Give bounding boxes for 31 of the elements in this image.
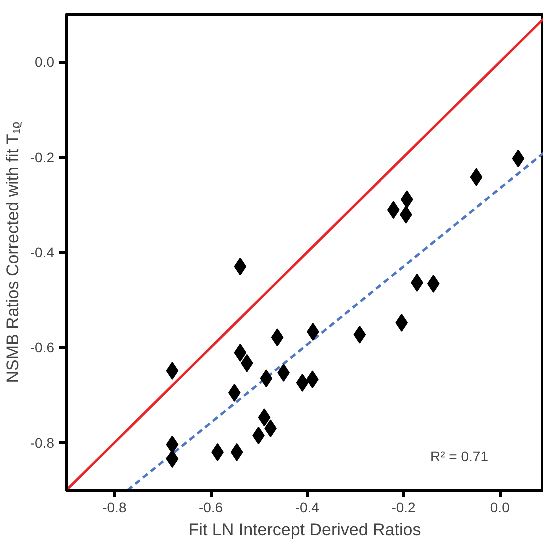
x-tick-label: -0.6: [198, 500, 224, 516]
point: [234, 258, 247, 276]
y-tick-label: -0.8: [30, 434, 55, 451]
annotation: R² = 0.71: [430, 448, 489, 464]
x-tick-label: -0.4: [295, 500, 320, 516]
point: [396, 314, 408, 332]
point: [354, 326, 366, 344]
point: [512, 150, 525, 168]
point: [166, 362, 179, 380]
point: [258, 408, 271, 427]
x-tick-label: 0.0: [490, 500, 510, 516]
x-tick-label: -0.2: [392, 500, 416, 516]
y-axis-title: NSMB Ratios Corrected with fit T₁ᵨ: [3, 121, 22, 384]
point: [427, 274, 440, 293]
point: [234, 344, 247, 362]
point: [260, 370, 273, 388]
point: [230, 443, 244, 462]
point: [470, 168, 483, 186]
y-tick-label: 0.0: [35, 54, 55, 70]
x-axis-title: Fit LN Intercept Derived Ratios: [188, 520, 422, 540]
y-tick-label: -0.4: [30, 244, 55, 260]
point: [228, 384, 241, 402]
y-tick-label: -0.6: [30, 340, 55, 356]
point: [400, 190, 414, 209]
point: [387, 201, 400, 220]
point: [166, 450, 179, 468]
y-tick-label: -0.2: [30, 149, 55, 166]
point: [166, 436, 179, 454]
point: [296, 374, 309, 392]
point: [271, 328, 284, 347]
x-tick-label: -0.8: [102, 500, 127, 516]
